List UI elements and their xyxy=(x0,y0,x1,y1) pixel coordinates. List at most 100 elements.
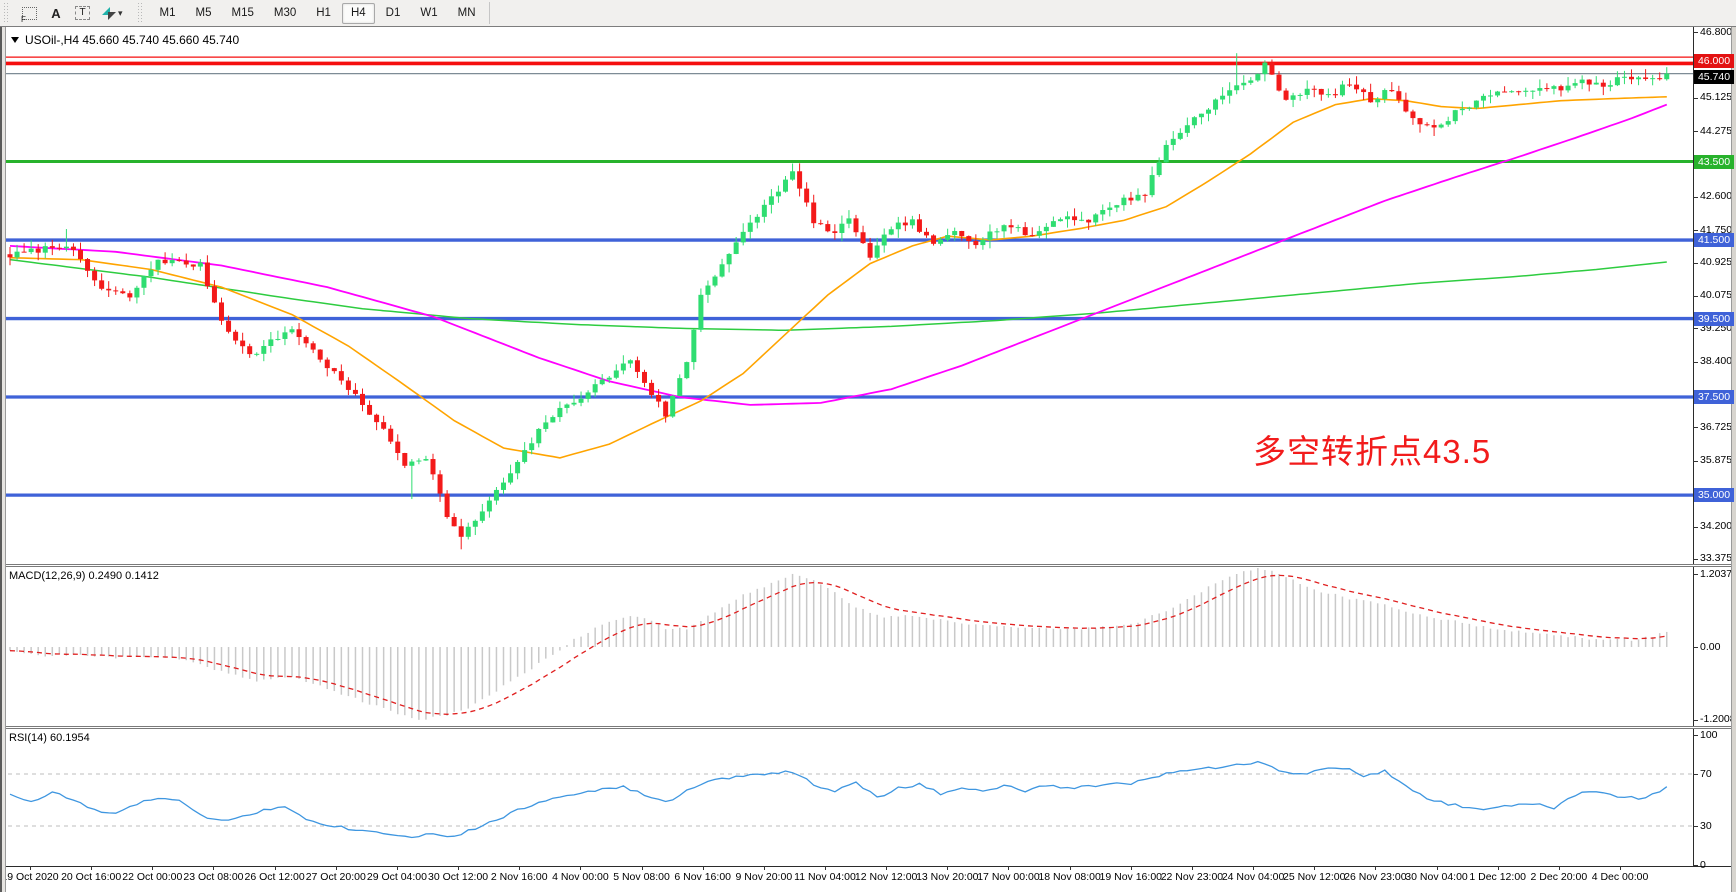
panel-separator[interactable] xyxy=(0,564,1736,567)
time-axis-line[interactable] xyxy=(0,866,1736,867)
macd-axis-tick xyxy=(1693,719,1698,721)
timeframe-D1[interactable]: D1 xyxy=(385,7,401,19)
time-axis-tick xyxy=(825,866,826,870)
macd-axis-label: 1.2037 xyxy=(1700,567,1733,580)
toolbar-separator xyxy=(488,2,490,24)
time-axis-label: 18 Nov 08:00 xyxy=(1038,871,1101,883)
price-axis-tick xyxy=(1693,460,1698,462)
time-axis-tick xyxy=(1069,866,1071,870)
macd-label: MACD(12,26,9) 0.2490 0.1412 xyxy=(9,570,159,582)
timeframe-H1[interactable]: H1 xyxy=(316,7,331,19)
rsi-axis-tick xyxy=(1693,826,1698,827)
toolbar-grip[interactable] xyxy=(3,3,12,23)
time-axis-label: 26 Nov 23:00 xyxy=(1344,871,1407,883)
time-axis-label: 26 Oct 12:00 xyxy=(244,871,305,883)
time-axis-label: 25 Nov 12:00 xyxy=(1282,871,1346,883)
price-axis-line[interactable] xyxy=(1693,27,1694,866)
draw-objects-button[interactable]: ▾ xyxy=(96,2,129,24)
chart-annotation-text: 多空转折点43.5 xyxy=(1253,433,1492,470)
time-axis-tick xyxy=(213,866,215,870)
time-axis-tick xyxy=(1375,866,1377,870)
timeframe-M5[interactable]: M5 xyxy=(195,7,212,19)
time-axis-tick xyxy=(886,866,888,870)
time-axis-label: 2 Nov 16:00 xyxy=(490,871,548,883)
main-chart-panel[interactable]: USOil-,H4 45.660 45.740 45.660 45.740 多空… xyxy=(0,27,1736,564)
price-axis-label: 40.075 xyxy=(1700,289,1733,302)
price-axis-label: 42.600 xyxy=(1700,190,1733,203)
timeframe-M1[interactable]: M1 xyxy=(159,7,176,19)
price-axis-label: 33.375 xyxy=(1700,552,1733,565)
price-axis-label: 41.750 xyxy=(1700,223,1733,236)
time-axis-label: 11 Nov 04:00 xyxy=(794,871,856,883)
time-axis-label: 19 Nov 16:00 xyxy=(1099,871,1162,883)
time-axis-tick xyxy=(1436,866,1438,870)
time-axis-tick xyxy=(1191,866,1193,870)
price-axis-label: 39.250 xyxy=(1700,321,1733,334)
price-badge: 35.000 xyxy=(1694,488,1734,503)
rsi-label: RSI(14) 60.1954 xyxy=(9,732,90,744)
panel-separator[interactable] xyxy=(0,726,1736,729)
timeframe-toolbar-grip[interactable] xyxy=(136,3,146,23)
time-axis-tick xyxy=(1558,866,1560,870)
macd-axis-tick xyxy=(1693,647,1698,648)
price-badge: 46.000 xyxy=(1694,54,1734,69)
time-axis-label: 5 Nov 08:00 xyxy=(613,871,670,883)
time-axis-label: 13 Nov 20:00 xyxy=(916,871,979,883)
rsi-axis-label: 30 xyxy=(1700,819,1712,832)
text-label-button[interactable]: A xyxy=(43,2,69,24)
time-axis-tick xyxy=(1130,866,1132,870)
rsi-axis-label: 0 xyxy=(1700,858,1706,871)
timeframe-M15[interactable]: M15 xyxy=(231,7,254,19)
timeframe-H4[interactable]: H4 xyxy=(341,2,375,24)
time-axis-label: 6 Nov 16:00 xyxy=(674,871,731,883)
time-axis-label: 29 Oct 04:00 xyxy=(366,871,427,883)
macd-panel[interactable]: MACD(12,26,9) 0.2490 0.1412 xyxy=(0,567,1736,726)
text-label-icon: A xyxy=(51,5,61,21)
rsi-axis-label: 70 xyxy=(1700,767,1712,780)
price-axis-tick xyxy=(1693,427,1698,429)
price-axis-tick xyxy=(1693,295,1698,297)
timeframe-W1[interactable]: W1 xyxy=(420,7,438,19)
time-axis-label: 12 Nov 12:00 xyxy=(854,871,918,883)
price-axis-tick xyxy=(1693,131,1698,133)
macd-axis-label: 0.00 xyxy=(1700,640,1721,653)
timeframe-M30[interactable]: M30 xyxy=(273,7,297,19)
price-badge: 41.500 xyxy=(1694,233,1734,248)
price-badge: 37.500 xyxy=(1694,390,1734,405)
time-axis-label: 22 Nov 23:00 xyxy=(1160,871,1224,883)
time-axis-tick xyxy=(580,866,582,870)
timeframe-MN[interactable]: MN xyxy=(457,7,476,19)
price-axis-tick xyxy=(1693,361,1698,363)
top-toolbar: F A T ▾ M1 M5 M15 M30 H1 H4 D1 W1 MN xyxy=(0,0,1736,27)
time-axis-label: 2 Dec 20:00 xyxy=(1530,871,1588,883)
time-axis-tick xyxy=(91,866,93,870)
price-axis-tick xyxy=(1693,97,1698,99)
symbol-ohlc-readout: USOil-,H4 45.660 45.740 45.660 45.740 xyxy=(11,33,239,47)
window-right-edge xyxy=(1731,27,1736,892)
time-axis-label: 27 Oct 20:00 xyxy=(305,871,366,883)
rsi-panel[interactable]: RSI(14) 60.1954 xyxy=(0,729,1736,866)
timeframe-toolbar: M1 M5 M15 M30 H1 H4 D1 W1 MN xyxy=(150,2,486,24)
time-axis-tick xyxy=(763,866,765,870)
chevron-down-icon: ▾ xyxy=(118,7,123,18)
price-axis-tick xyxy=(1693,526,1698,528)
indicator-grid-button[interactable]: F xyxy=(16,2,43,24)
time-axis-tick xyxy=(335,866,337,870)
price-axis-tick xyxy=(1693,230,1698,232)
macd-axis-label: -1.2008 xyxy=(1700,713,1736,726)
time-axis-label: 30 Nov 04:00 xyxy=(1405,871,1468,883)
macd-axis-tick xyxy=(1693,574,1698,576)
price-axis-tick xyxy=(1693,558,1698,560)
time-axis-tick xyxy=(641,866,643,870)
time-axis-label: 17 Nov 00:00 xyxy=(977,871,1040,883)
symbol-dropdown-icon[interactable] xyxy=(11,37,19,43)
time-axis-tick xyxy=(702,866,704,870)
time-axis-tick xyxy=(519,866,521,870)
price-axis-label: 45.125 xyxy=(1700,91,1733,104)
price-badge: 45.740 xyxy=(1694,69,1734,84)
price-axis-label: 35.875 xyxy=(1700,454,1733,467)
time-axis-label: 1 Dec 12:00 xyxy=(1469,871,1526,883)
time-axis-tick xyxy=(947,866,949,870)
text-box-button[interactable]: T xyxy=(69,2,96,24)
time-axis-label: 20 Oct 16:00 xyxy=(61,871,122,883)
